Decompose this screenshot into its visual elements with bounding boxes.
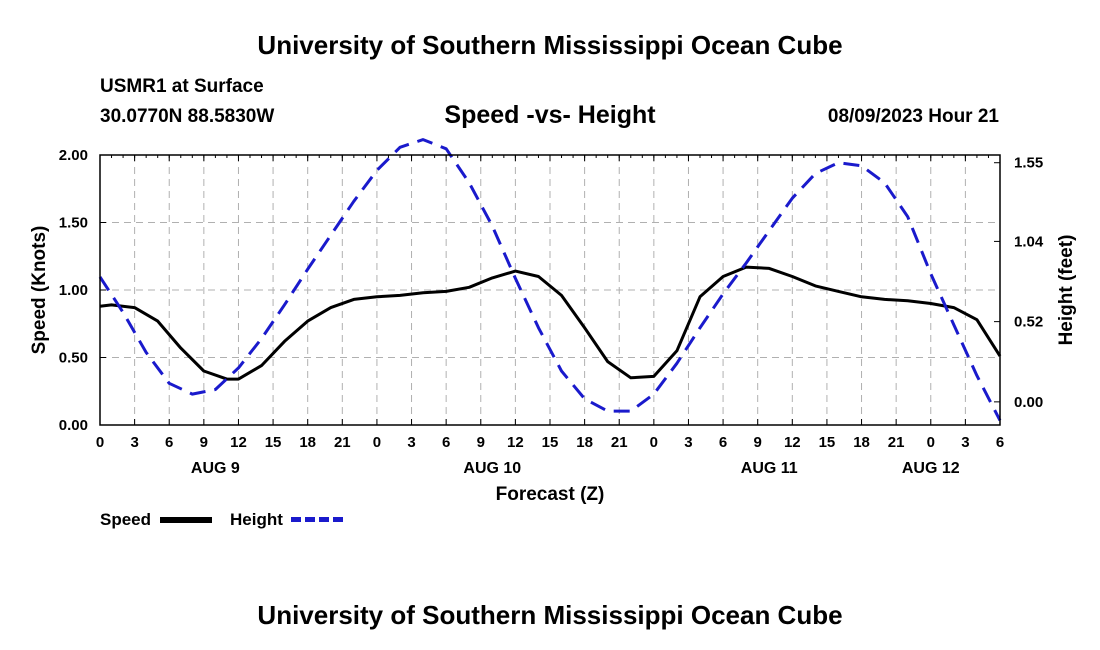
y2-axis-title: Height (feet) [1056,235,1077,346]
station-label: USMR1 at Surface [100,76,264,97]
x-tick-label: 0 [96,434,104,451]
x-tick-label: 6 [165,434,173,451]
y-axis-title: Speed (Knots) [29,226,50,355]
legend-speed-label: Speed [100,510,152,529]
x-tick-label: 21 [611,434,628,451]
x-axis-title: Forecast (Z) [496,484,605,505]
x-tick-label: 15 [819,434,836,451]
x-tick-label: 0 [927,434,935,451]
forecast-timestamp: 08/09/2023 Hour 21 [827,106,999,127]
x-tick-label: 6 [996,434,1004,451]
date-label: AUG 11 [741,460,798,477]
y-tick-label: 0.50 [59,350,88,367]
x-tick-label: 15 [542,434,559,451]
x-tick-label: 6 [442,434,450,451]
y-tick-label: 1.00 [59,282,88,299]
x-tick-label: 0 [650,434,658,451]
x-tick-label: 9 [200,434,208,451]
date-label: AUG 10 [463,460,521,477]
x-tick-label: 18 [576,434,593,451]
x-tick-label: 12 [230,434,247,451]
y2-tick-label: 1.55 [1014,155,1043,172]
legend-height-swatch [291,517,343,522]
x-tick-label: 6 [719,434,727,451]
x-tick-label: 0 [373,434,381,451]
y2-tick-label: 0.52 [1014,314,1043,331]
x-tick-label: 3 [407,434,415,451]
x-tick-label: 18 [299,434,316,451]
x-tick-label: 18 [853,434,870,451]
x-tick-label: 3 [684,434,692,451]
y2-tick-label: 1.04 [1014,233,1044,250]
height-series-line [98,138,1002,422]
station-coords: 30.0770N 88.5830W [100,106,275,127]
y-tick-label: 1.50 [59,215,88,232]
x-tick-label: 21 [888,434,905,451]
y2-tick-label: 0.00 [1014,394,1043,411]
x-tick-label: 12 [784,434,801,451]
speed-series-line [99,265,1002,381]
legend-speed-swatch [160,517,212,523]
x-tick-label: 9 [477,434,485,451]
x-tick-label: 9 [754,434,762,451]
x-tick-label: 21 [334,434,351,451]
plot-frame [99,154,1001,426]
x-tick-label: 3 [961,434,969,451]
x-tick-label: 3 [130,434,138,451]
y-tick-label: 0.00 [59,417,88,434]
date-label: AUG 9 [191,460,240,477]
date-label: AUG 12 [902,460,960,477]
x-tick-label: 15 [265,434,282,451]
y-tick-label: 2.00 [59,147,88,164]
chart-title: Speed -vs- Height [444,101,656,129]
page-title: University of Southern Mississippi Ocean… [257,30,843,60]
legend-height-label: Height [230,510,283,529]
footer-title: University of Southern Mississippi Ocean… [257,600,843,630]
x-tick-label: 12 [507,434,524,451]
